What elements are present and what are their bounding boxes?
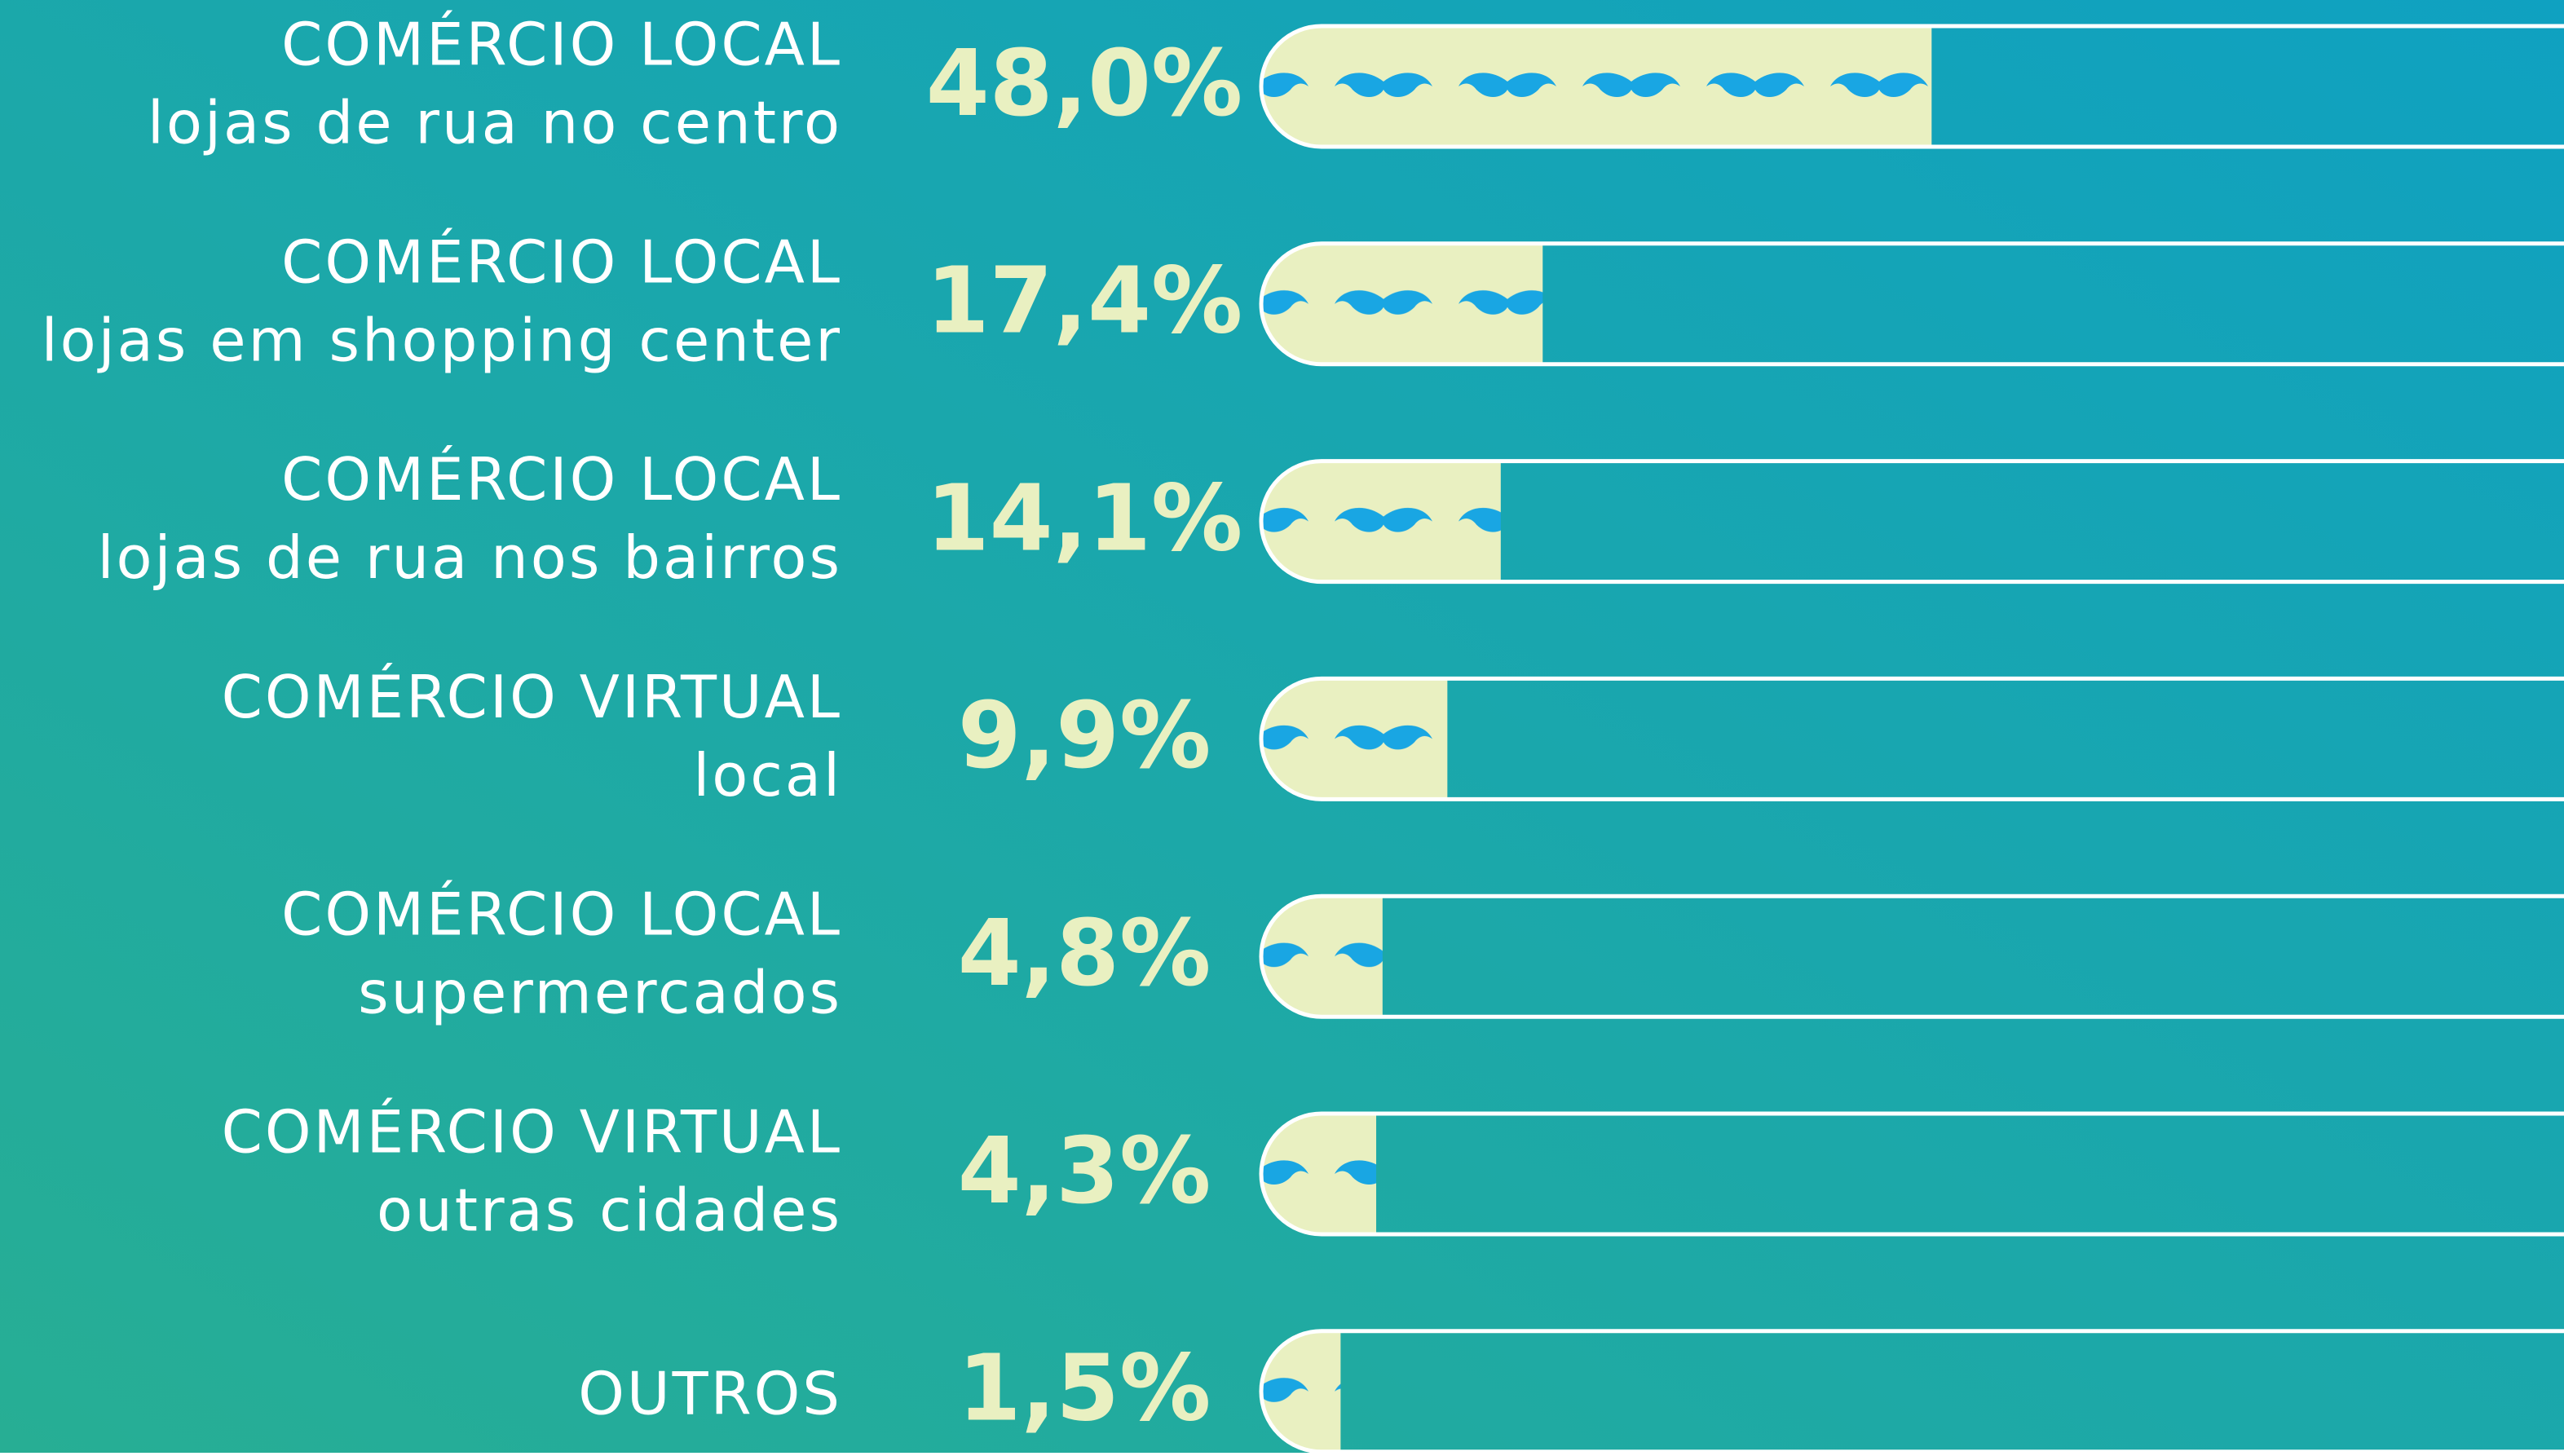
value-label: 4,3% [958,1118,1211,1224]
bar-track [1259,893,2564,1019]
category-title: OUTROS [578,1359,842,1427]
category-title: COMÉRCIO VIRTUAL [222,1098,842,1167]
bar-track [1259,241,2564,367]
bar [1261,26,1932,147]
bar [1261,1114,1377,1234]
bar-track [1259,24,2564,149]
category-title: COMÉRCIO LOCAL [281,227,842,296]
bar [1261,678,1448,800]
bar [1261,896,1383,1017]
bar [1261,461,1501,582]
bar [1261,1330,1341,1452]
value-label: 1,5% [958,1336,1211,1442]
category-subtitle: lojas de rua nos bairros [97,523,842,592]
category-title: COMÉRCIO LOCAL [281,11,842,79]
bar-track [1259,676,2564,801]
category-subtitle: lojas em shopping center [42,306,842,374]
value-label: 17,4% [926,249,1243,355]
value-label: 48,0% [926,31,1243,137]
bar [1261,243,1543,364]
bar-track [1259,1111,2564,1237]
category-subtitle: lojas de rua no centro [148,89,842,157]
category-title: COMÉRCIO VIRTUAL [222,663,842,731]
category-subtitle: supermercados [358,959,842,1027]
category-title: COMÉRCIO LOCAL [281,445,842,514]
bar-track [1259,1329,2564,1454]
category-subtitle: local [693,741,842,810]
category-title: COMÉRCIO LOCAL [281,880,842,949]
category-subtitle: outras cidades [377,1176,842,1245]
value-label: 9,9% [958,683,1211,789]
bar-track [1259,459,2564,585]
value-label: 4,8% [958,901,1211,1007]
value-label: 14,1% [926,465,1243,571]
